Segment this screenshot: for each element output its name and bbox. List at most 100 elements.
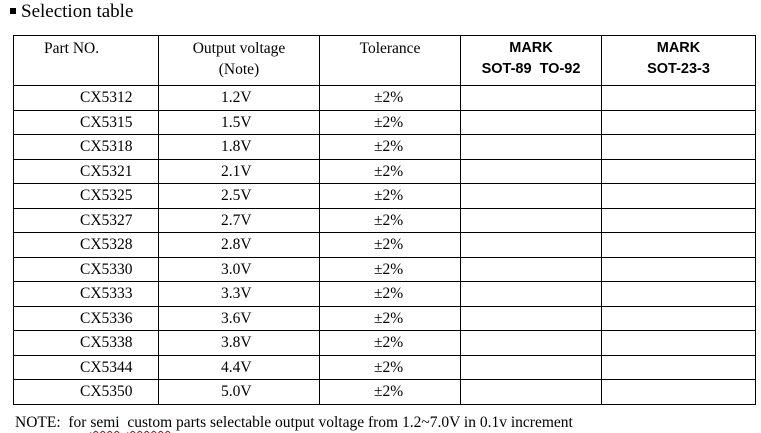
cell-part-no: CX5350	[13, 379, 159, 405]
cell-mark-sot23	[601, 379, 756, 405]
cell-tolerance: ±2%	[319, 207, 461, 233]
cell-mark-sot23	[601, 85, 756, 111]
cell-mark-sot23	[601, 256, 756, 282]
cell-output-voltage: 4.4V	[158, 354, 320, 380]
cell-part-no: CX5315	[13, 109, 159, 135]
cell-output-voltage: 2.5V	[158, 183, 320, 209]
section-title: Selection table	[10, 0, 133, 24]
cell-part-no: CX5325	[13, 183, 159, 209]
cell-tolerance: ±2%	[319, 256, 461, 282]
cell-mark-sot89-to92	[460, 232, 602, 258]
table-row: CX5321 2.1V ±2%	[13, 158, 756, 184]
cell-part-no: CX5327	[13, 207, 159, 233]
cell-mark-sot89-to92	[460, 379, 602, 405]
cell-mark-sot23	[601, 305, 756, 331]
cell-output-voltage: 2.8V	[158, 232, 320, 258]
header-part-no: Part NO.	[13, 35, 159, 86]
cell-part-no: CX5328	[13, 232, 159, 258]
header-mark-sot23: MARK SOT-23-3	[601, 35, 756, 86]
cell-output-voltage: 5.0V	[158, 379, 320, 405]
cell-part-no: CX5338	[13, 330, 159, 356]
header-output-voltage-line2: (Note)	[218, 61, 260, 78]
selection-table: Part NO. Output voltage (Note) Tolerance…	[13, 35, 756, 405]
cell-mark-sot89-to92	[460, 109, 602, 135]
note-prefix: NOTE: for	[15, 414, 91, 431]
cell-part-no: CX5330	[13, 256, 159, 282]
header-mark2-line2: SOT-23-3	[647, 61, 710, 77]
cell-part-no: CX5312	[13, 85, 159, 111]
table-row: CX5336 3.6V ±2%	[13, 305, 756, 331]
cell-part-no: CX5344	[13, 354, 159, 380]
cell-mark-sot23	[601, 134, 756, 160]
cell-mark-sot89-to92	[460, 256, 602, 282]
table-row: CX5327 2.7V ±2%	[13, 207, 756, 233]
note-word-custom: custom	[127, 414, 173, 431]
cell-mark-sot89-to92	[460, 158, 602, 184]
cell-tolerance: ±2%	[319, 354, 461, 380]
note-word-semi: semi	[90, 414, 120, 431]
cell-part-no: CX5321	[13, 158, 159, 184]
table-row: CX5344 4.4V ±2%	[13, 354, 756, 380]
cell-mark-sot89-to92	[460, 207, 602, 233]
footnote: NOTE: for semi custom parts selectable o…	[15, 412, 573, 433]
cell-part-no: CX5336	[13, 305, 159, 331]
cell-tolerance: ±2%	[319, 158, 461, 184]
cell-mark-sot23	[601, 183, 756, 209]
cell-mark-sot23	[601, 158, 756, 184]
cell-tolerance: ±2%	[319, 134, 461, 160]
table-row: CX5328 2.8V ±2%	[13, 232, 756, 258]
cell-output-voltage: 2.1V	[158, 158, 320, 184]
cell-mark-sot23	[601, 232, 756, 258]
cell-mark-sot23	[601, 207, 756, 233]
table-row: CX5315 1.5V ±2%	[13, 109, 756, 135]
header-mark-sot89-to92: MARK SOT-89 TO-92	[460, 35, 602, 86]
table-row: CX5325 2.5V ±2%	[13, 183, 756, 209]
cell-output-voltage: 1.8V	[158, 134, 320, 160]
header-output-voltage-line1: Output voltage	[192, 40, 286, 57]
cell-tolerance: ±2%	[319, 281, 461, 307]
cell-mark-sot89-to92	[460, 183, 602, 209]
cell-tolerance: ±2%	[319, 379, 461, 405]
cell-part-no: CX5333	[13, 281, 159, 307]
header-tolerance: Tolerance	[319, 35, 461, 86]
cell-mark-sot89-to92	[460, 85, 602, 111]
table-header-row: Part NO. Output voltage (Note) Tolerance…	[13, 35, 756, 86]
cell-tolerance: ±2%	[319, 305, 461, 331]
cell-output-voltage: 3.3V	[158, 281, 320, 307]
cell-mark-sot89-to92	[460, 354, 602, 380]
table-row: CX5318 1.8V ±2%	[13, 134, 756, 160]
table-row: CX5333 3.3V ±2%	[13, 281, 756, 307]
table-row: CX5330 3.0V ±2%	[13, 256, 756, 282]
cell-output-voltage: 3.6V	[158, 305, 320, 331]
cell-output-voltage: 1.5V	[158, 109, 320, 135]
square-bullet-icon	[10, 8, 16, 14]
cell-tolerance: ±2%	[319, 183, 461, 209]
table-row: CX5350 5.0V ±2%	[13, 379, 756, 405]
cell-mark-sot89-to92	[460, 281, 602, 307]
cell-tolerance: ±2%	[319, 109, 461, 135]
cell-mark-sot23	[601, 330, 756, 356]
cell-tolerance: ±2%	[319, 232, 461, 258]
table-row: CX5338 3.8V ±2%	[13, 330, 756, 356]
table-body: CX5312 1.2V ±2% CX5315 1.5V ±2% CX5318 1.8V ±2% C…	[13, 85, 756, 405]
cell-part-no: CX5318	[13, 134, 159, 160]
cell-mark-sot89-to92	[460, 305, 602, 331]
cell-mark-sot23	[601, 109, 756, 135]
header-output-voltage: Output voltage (Note)	[158, 35, 320, 86]
cell-output-voltage: 1.2V	[158, 85, 320, 111]
note-suffix: parts selectable output voltage from 1.2…	[172, 414, 573, 431]
cell-output-voltage: 2.7V	[158, 207, 320, 233]
section-title-text: Selection table	[21, 1, 134, 22]
cell-mark-sot23	[601, 354, 756, 380]
cell-mark-sot89-to92	[460, 134, 602, 160]
table-row: CX5312 1.2V ±2%	[13, 85, 756, 111]
cell-tolerance: ±2%	[319, 85, 461, 111]
cell-tolerance: ±2%	[319, 330, 461, 356]
cell-mark-sot23	[601, 281, 756, 307]
cell-output-voltage: 3.8V	[158, 330, 320, 356]
header-mark1-line1: MARK	[509, 40, 553, 56]
header-mark2-line1: MARK	[656, 40, 701, 56]
cell-mark-sot89-to92	[460, 330, 602, 356]
cell-output-voltage: 3.0V	[158, 256, 320, 282]
header-mark1-line2: SOT-89 TO-92	[481, 61, 581, 77]
